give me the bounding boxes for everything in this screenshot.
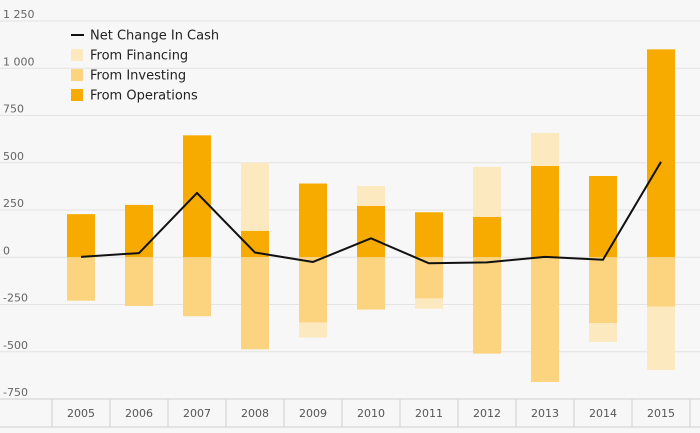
bar-from-investing [531, 257, 559, 382]
bar-from-investing [183, 257, 211, 317]
x-axis: 2005 2006 2007 2008 2009 2010 2011 2012 2013 2014… [0, 398, 700, 428]
legend-label: From Financing [90, 49, 188, 64]
legend-swatch [71, 49, 83, 61]
y-axis-ticks: 1 250 1 000 750 500 250 0 -250 -500 -750 [3, 8, 35, 399]
bar-from-investing [241, 257, 269, 350]
y-tick-label: 500 [3, 150, 24, 163]
x-tick-label: 2005 [67, 407, 95, 420]
bar-from-operations [125, 204, 153, 258]
x-tick-label: 2009 [299, 407, 327, 420]
bar-from-financing [299, 322, 327, 338]
y-tick-label: 250 [3, 197, 24, 210]
legend-label: From Investing [90, 69, 186, 84]
x-tick-label: 2015 [647, 407, 675, 420]
bar-from-financing [647, 306, 675, 371]
legend-label: From Operations [90, 89, 198, 104]
y-tick-label: -250 [3, 292, 28, 305]
bar-from-investing [357, 257, 385, 310]
bar-from-operations [531, 165, 559, 258]
net-change-line [80, 161, 662, 265]
y-tick-label: -500 [3, 339, 28, 352]
x-tick-label: 2012 [473, 407, 501, 420]
x-tick-label: 2006 [125, 407, 153, 420]
bar-from-financing [473, 166, 501, 217]
bar-from-financing [589, 323, 617, 342]
x-tick-label: 2008 [241, 407, 269, 420]
bar-from-investing [67, 257, 95, 301]
x-tick-label: 2010 [357, 407, 385, 420]
bar-from-investing [647, 257, 675, 307]
bar-from-investing [473, 257, 501, 354]
bar-from-investing [589, 257, 617, 324]
y-tick-label: 1 000 [3, 55, 35, 68]
bar-from-investing [299, 257, 327, 323]
y-tick-label: 1 250 [3, 8, 35, 21]
x-tick-label: 2011 [415, 407, 443, 420]
bar-from-operations [357, 205, 385, 258]
bar-from-investing [125, 257, 153, 307]
bar-from-operations [415, 212, 443, 258]
bar-from-financing [415, 298, 443, 309]
y-tick-label: -750 [3, 386, 28, 399]
x-tick-label: 2014 [589, 407, 617, 420]
bar-from-financing [357, 185, 385, 206]
bar-from-financing [241, 162, 269, 231]
legend-swatch [71, 69, 83, 81]
net-change-line-group [80, 161, 662, 265]
bar-from-operations [473, 216, 501, 258]
bar-from-operations [183, 135, 211, 258]
gridlines [0, 20, 700, 353]
bar-from-operations [299, 183, 327, 258]
bar-from-financing [531, 132, 559, 166]
y-tick-label: 0 [3, 244, 10, 257]
bar-from-operations [647, 49, 675, 258]
legend-label: Net Change In Cash [90, 29, 219, 44]
x-tick-label: 2013 [531, 407, 559, 420]
legend: Net Change In Cash From Financing From Inv… [71, 29, 219, 104]
y-tick-label: 750 [3, 103, 24, 116]
legend-swatch [71, 89, 83, 101]
x-tick-label: 2007 [183, 407, 211, 420]
bar-from-operations [67, 214, 95, 258]
bars [67, 49, 675, 382]
